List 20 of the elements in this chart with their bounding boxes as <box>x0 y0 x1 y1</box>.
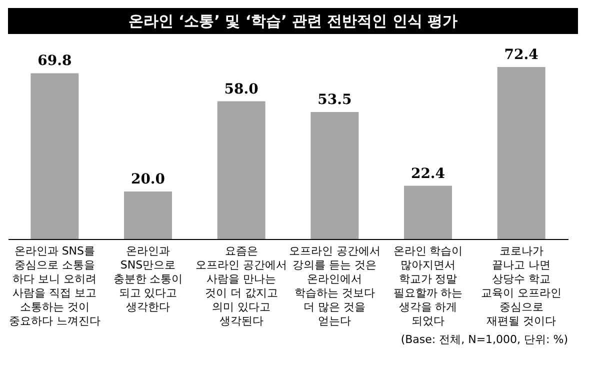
bar <box>310 112 359 239</box>
data-label: 72.4 <box>504 47 539 64</box>
x-tick-label: 요즘은 오프라인 공간에서 사람을 만나는 것이 더 값지고 의미 있다고 생각된다 <box>196 244 288 328</box>
x-tick-label: 코로나가 끝나고 나면 상당수 학교 교육이 오프라인 중심으로 재편될 것이다 <box>481 244 562 328</box>
x-tick-label: 온라인 학습이 많아지면서 학교가 정말 필요할까 하는 생각을 하게 되었다 <box>393 244 463 328</box>
x-tick-label: 온라인과 SNS를 중심으로 소통을 하다 보니 오히려 사람을 직접 보고 소통하는 것이 중요하다 느껴진다 <box>8 244 100 328</box>
x-tick-label: 오프라인 공간에서 강의를 듣는 것은 온라인에서 학습하는 것보다 더 많은 것을 얻는다 <box>288 244 380 328</box>
data-label: 53.5 <box>318 92 352 108</box>
x-tick-label: 온라인과 SNS만으로 충분한 소통이 되고 있다고 생각한다 <box>113 244 183 314</box>
bar <box>404 186 452 239</box>
bar <box>497 67 546 239</box>
bar <box>30 73 79 239</box>
data-label: 69.8 <box>38 53 72 70</box>
data-label: 58.0 <box>224 81 259 98</box>
data-label: 22.4 <box>410 166 446 182</box>
data-label: 20.0 <box>130 172 166 188</box>
bar <box>124 192 172 239</box>
text: (Base: 전체, N=1,000, 단위: %) <box>400 333 568 346</box>
bar <box>217 101 266 239</box>
chart-title: 온라인 ‘소통’ 및 ‘학습’ 관련 전반적인 인식 평가 <box>128 12 458 30</box>
